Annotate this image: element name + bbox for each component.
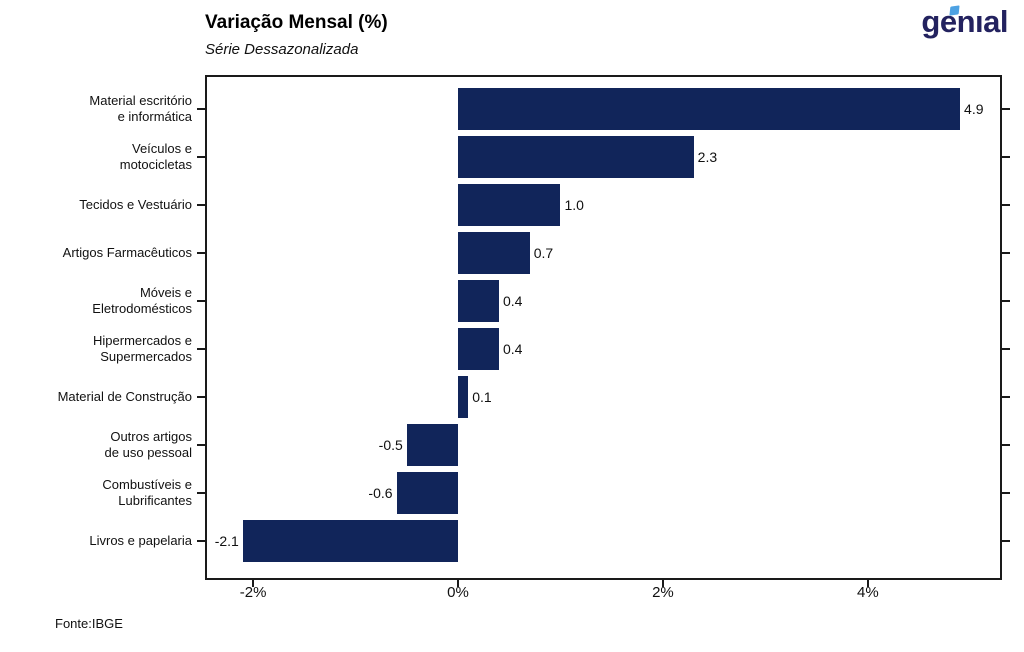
y-axis-tick-left (197, 396, 205, 398)
category-label: Outros artigos de uso pessoal (0, 429, 192, 461)
x-axis-tick (252, 578, 255, 587)
y-axis-tick-right (1002, 204, 1010, 206)
category-label-line: Material de Construção (57, 389, 192, 404)
genial-logo: genıal (921, 4, 1008, 44)
chart-title: Variação Mensal (%) (205, 12, 388, 33)
y-axis-tick-left (197, 156, 205, 158)
y-axis-tick-right (1002, 348, 1010, 350)
bar-segment (406, 424, 458, 466)
category-label-line: Móveis e (139, 285, 192, 300)
y-axis-labels: Material escritório e informática Veículos… (0, 77, 192, 578)
bar-segment (396, 472, 458, 514)
bar-segment (458, 88, 961, 130)
y-axis-tick-right (1002, 492, 1010, 494)
bar-segment (458, 280, 499, 322)
y-axis-tick-left (197, 348, 205, 350)
category-label-line: motocicletas (119, 157, 192, 172)
genial-logo-text: genıal (921, 4, 1008, 39)
bar-value-label: 0.4 (502, 293, 523, 309)
category-label: Veículos e motocicletas (0, 141, 192, 173)
category-label-line: Veículos e (132, 141, 192, 156)
y-axis-tick-left (197, 252, 205, 254)
category-label-line: de uso pessoal (104, 445, 192, 460)
chart-subtitle: Série Dessazonalizada (205, 41, 359, 58)
y-axis-tick-left (197, 300, 205, 302)
y-axis-tick-left (197, 108, 205, 110)
category-label-line: Artigos Farmacêuticos (62, 245, 192, 260)
category-label: Móveis e Eletrodomésticos (0, 285, 192, 317)
y-axis-tick-left (197, 204, 205, 206)
bar-segment (458, 232, 530, 274)
category-label-line: e informática (117, 109, 192, 124)
x-axis-tick (457, 578, 459, 587)
category-label: Combustíveis e Lubrificantes (0, 477, 192, 509)
category-label: Material de Construção (0, 389, 192, 405)
y-axis-tick-right (1002, 156, 1010, 158)
bar-segment (458, 136, 694, 178)
x-axis-tick (661, 578, 664, 587)
bar-segment (242, 520, 458, 562)
category-label-line: Lubrificantes (118, 493, 192, 508)
source-note: Fonte:IBGE (55, 616, 123, 631)
category-label: Tecidos e Vestuário (0, 197, 192, 213)
bar-segment (458, 376, 469, 418)
bar-value-label: -0.6 (368, 485, 393, 501)
category-label: Material escritório e informática (0, 93, 192, 125)
category-label-line: Tecidos e Vestuário (79, 197, 192, 212)
category-label-line: Supermercados (100, 349, 192, 364)
bar-value-label: -2.1 (214, 533, 239, 549)
category-label: Artigos Farmacêuticos (0, 245, 192, 261)
category-label: Hipermercados e Supermercados (0, 333, 192, 365)
title-block: Variação Mensal (%) Série Dessazonalizad… (205, 12, 388, 58)
category-label-line: Outros artigos (110, 429, 192, 444)
y-axis-tick-right (1002, 444, 1010, 446)
category-label-line: Hipermercados e (93, 333, 192, 348)
y-axis-tick-right (1002, 252, 1010, 254)
category-label-line: Combustíveis e (102, 477, 192, 492)
x-axis-tick (866, 578, 869, 587)
y-axis-tick-right (1002, 396, 1010, 398)
bar-value-label: 0.4 (502, 341, 523, 357)
bar-segment (458, 328, 499, 370)
x-axis-tick-label: 2% (652, 584, 674, 601)
category-label-line: Eletrodomésticos (92, 301, 192, 316)
y-axis-tick-left (197, 492, 205, 494)
plot-area: 4.9 2.3 1.0 0.7 0.4 0.4 0.1 -0.5 -0.6 -2.1 -2% 0% 2%… (197, 75, 1010, 601)
y-axis-tick-right (1002, 108, 1010, 110)
bar-value-label: -0.5 (378, 437, 403, 453)
bar-value-label: 0.1 (472, 389, 492, 405)
bar-value-label: 1.0 (564, 197, 584, 213)
x-axis-tick-label: 0% (447, 584, 469, 601)
y-axis-tick-left (197, 540, 205, 542)
y-axis-tick-left (197, 444, 205, 446)
category-label: Livros e papelaria (0, 533, 192, 549)
bar-value-label: 4.9 (964, 101, 984, 117)
bar-segment (458, 184, 561, 226)
bar-value-label: 2.3 (697, 149, 718, 165)
category-label-line: Material escritório (89, 93, 192, 108)
y-axis-tick-right (1002, 300, 1010, 302)
y-axis-tick-right (1002, 540, 1010, 542)
x-axis-tick-label: -2% (239, 584, 267, 601)
category-label-line: Livros e papelaria (89, 533, 192, 548)
bar-value-label: 0.7 (533, 245, 554, 261)
x-axis-tick-label: 4% (856, 584, 879, 601)
